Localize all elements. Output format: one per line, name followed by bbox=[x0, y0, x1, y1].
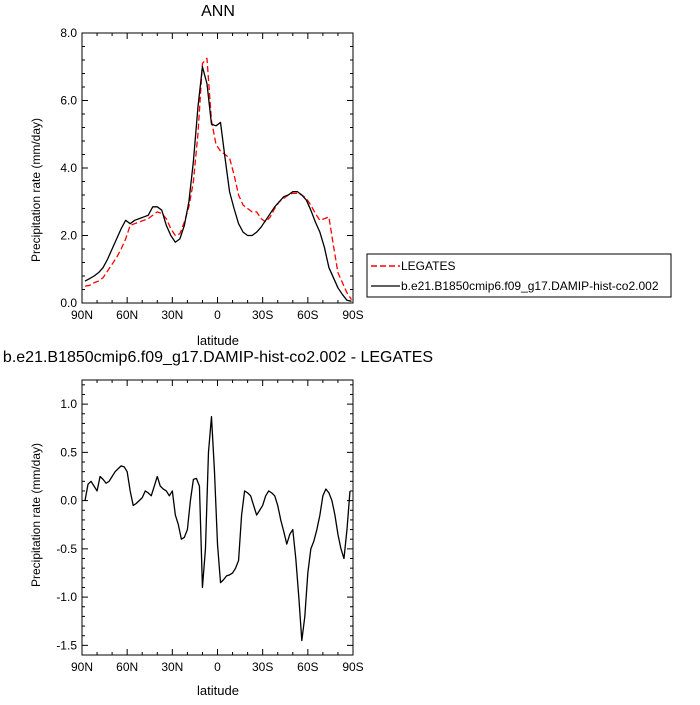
top-chart-x-tick-label: 90N bbox=[71, 308, 93, 322]
bottom-chart-xlabel: latitude bbox=[197, 683, 239, 698]
top-chart-tick-labels: 90N 60N 30N 0 30S 60S 90S 0.0 2.0 4.0 6.0 8.0 bbox=[60, 26, 363, 322]
panel-bottom-chart: b.e21.B1850cmip6.f09_g17.DAMIP-hist-co2.… bbox=[3, 349, 433, 698]
top-chart-y-tick-label: 0.0 bbox=[60, 296, 77, 310]
bottom-chart-line-series-0 bbox=[84, 416, 351, 642]
bottom-chart-x-tick-label: 0 bbox=[214, 660, 221, 674]
legend-label-legates: LEGATES bbox=[401, 259, 455, 273]
bottom-chart-x-tick-label: 30S bbox=[252, 660, 273, 674]
legend-label-model: b.e21.B1850cmip6.f09_g17.DAMIP-hist-co2.… bbox=[401, 279, 659, 293]
bottom-chart-y-tick-label: 0.0 bbox=[60, 494, 77, 508]
bottom-chart-y-tick-label: -1.5 bbox=[56, 638, 77, 652]
top-chart-x-tick-label: 30N bbox=[161, 308, 183, 322]
top-chart-x-tick-label: 0 bbox=[214, 308, 221, 322]
top-chart-x-tick-label: 30S bbox=[252, 308, 273, 322]
bottom-chart-x-tick-label: 90S bbox=[342, 660, 363, 674]
top-chart-ylabel: Precipitation rate (mm/day) bbox=[29, 118, 43, 262]
top-chart-ticks bbox=[81, 32, 354, 304]
top-chart-x-tick-label: 60S bbox=[297, 308, 318, 322]
top-chart-y-tick-label: 6.0 bbox=[60, 94, 77, 108]
top-chart-y-tick-label: 4.0 bbox=[60, 161, 77, 175]
legend-frame bbox=[366, 253, 672, 298]
bottom-chart-y-tick-label: -0.5 bbox=[56, 542, 77, 556]
bottom-chart-plot-frame bbox=[81, 379, 354, 656]
top-chart-xlabel: latitude bbox=[197, 333, 239, 348]
bottom-chart-tick-labels: 90N 60N 30N 0 30S 60S 90S 1.0 0.5 0.0 -0.5 -1.0 -1.5 bbox=[56, 397, 363, 674]
legend: LEGATES b.e21.B1850cmip6.f09_g17.DAMIP-h… bbox=[366, 253, 672, 298]
bottom-chart-x-tick-label: 90N bbox=[71, 660, 93, 674]
top-chart-y-tick-label: 8.0 bbox=[60, 26, 77, 40]
top-chart-x-tick-label: 90S bbox=[342, 308, 363, 322]
bottom-chart-x-tick-label: 30N bbox=[161, 660, 183, 674]
bottom-chart-title: b.e21.B1850cmip6.f09_g17.DAMIP-hist-co2.… bbox=[3, 349, 433, 366]
top-chart-y-tick-label: 2.0 bbox=[60, 229, 77, 243]
bottom-chart-y-tick-label: -1.0 bbox=[56, 590, 77, 604]
bottom-chart-ticks bbox=[81, 380, 354, 656]
top-chart-series-lines bbox=[84, 57, 353, 302]
top-chart-x-tick-label: 60N bbox=[116, 308, 138, 322]
top-chart-line-b-e21-b1850cmip6-f09-g17-damip-hist-co2- bbox=[84, 66, 352, 302]
bottom-chart-ylabel: Precipitation rate (mm/day) bbox=[29, 443, 43, 587]
bottom-chart-y-tick-label: 0.5 bbox=[60, 445, 77, 459]
bottom-chart-x-tick-label: 60S bbox=[297, 660, 318, 674]
top-chart-line-legates bbox=[84, 57, 353, 300]
bottom-chart-series-lines bbox=[84, 416, 351, 642]
top-chart-plot-frame bbox=[81, 32, 354, 304]
panel-top-chart: ANN Precipitation rate (mm/day) latitude… bbox=[29, 3, 364, 348]
bottom-chart-x-tick-label: 60N bbox=[116, 660, 138, 674]
bottom-chart-y-tick-label: 1.0 bbox=[60, 397, 77, 411]
top-chart-title: ANN bbox=[201, 3, 235, 20]
